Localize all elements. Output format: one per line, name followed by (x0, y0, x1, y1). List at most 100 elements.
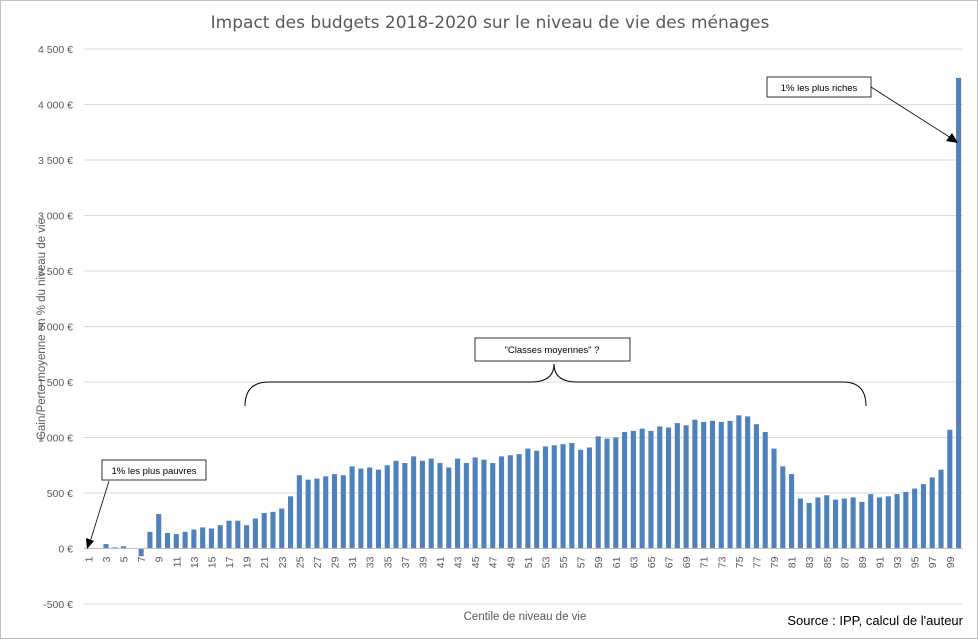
bar (622, 432, 627, 549)
bar (358, 469, 363, 549)
bar (842, 499, 847, 549)
bar (719, 422, 724, 549)
bar (648, 431, 653, 549)
x-tick-label: 11 (171, 556, 183, 567)
bar (244, 525, 249, 548)
x-tick-label: 87 (839, 556, 851, 568)
bar (332, 474, 337, 548)
annotation-richest-arrow (871, 87, 951, 138)
bar (938, 470, 943, 549)
x-tick-label: 15 (206, 556, 218, 568)
bar (754, 424, 759, 548)
x-tick-label: 61 (611, 556, 623, 568)
x-tick-label: 99 (945, 556, 957, 568)
x-tick-label: 47 (488, 556, 500, 568)
x-tick-label: 39 (417, 556, 429, 568)
x-tick-label: 17 (224, 556, 236, 568)
bar (446, 467, 451, 548)
bar (859, 502, 864, 549)
y-tick-label: 0 € (58, 544, 73, 556)
bar (947, 430, 952, 549)
bar (921, 484, 926, 548)
x-tick-label: 1 (83, 556, 95, 562)
x-tick-label: 93 (892, 556, 904, 568)
bar (191, 530, 196, 549)
bar (666, 428, 671, 549)
bar (139, 549, 144, 557)
bar (763, 432, 768, 549)
x-tick-label: 97 (927, 556, 939, 568)
bar (552, 445, 557, 548)
bar (226, 521, 231, 549)
x-tick-label: 13 (189, 556, 201, 568)
bar (464, 463, 469, 548)
bar (569, 443, 574, 548)
bar (297, 475, 302, 548)
x-tick-label: 3 (101, 556, 113, 562)
bar (183, 532, 188, 549)
bar (341, 475, 346, 548)
bar (209, 529, 214, 549)
x-tick-label: 41 (435, 556, 447, 568)
x-tick-label: 95 (910, 556, 922, 568)
x-tick-label: 53 (540, 556, 552, 568)
bar (147, 532, 152, 549)
x-tick-label: 43 (453, 556, 465, 568)
bar (525, 449, 530, 549)
x-tick-label: 71 (699, 556, 711, 568)
x-tick-label: 83 (804, 556, 816, 568)
bar (640, 429, 645, 549)
bar (473, 457, 478, 548)
bar (613, 438, 618, 549)
bar (675, 423, 680, 548)
bar (385, 465, 390, 548)
y-tick-label: -500 € (43, 599, 73, 611)
bar (780, 466, 785, 548)
annotation-poorest-arrowhead (86, 538, 94, 549)
bar (218, 525, 223, 548)
annotation-poorest-arrow (90, 481, 109, 542)
x-tick-label: 81 (787, 556, 799, 568)
bar (481, 460, 486, 549)
bar (745, 416, 750, 548)
bar (420, 461, 425, 549)
annotation-richest: 1% les plus riches (767, 77, 958, 143)
bar (604, 439, 609, 549)
bar (684, 425, 689, 548)
bar (868, 494, 873, 548)
x-tick-label: 55 (558, 556, 570, 568)
bar (657, 426, 662, 548)
bar (499, 456, 504, 548)
bar (543, 446, 548, 548)
x-tick-label: 77 (751, 556, 763, 568)
x-tick-label: 75 (734, 556, 746, 568)
x-tick-label: 31 (347, 556, 359, 568)
bar (631, 431, 636, 549)
bar (771, 449, 776, 549)
bar (103, 544, 108, 548)
x-tick-label: 35 (382, 556, 394, 568)
x-tick-label: 19 (242, 556, 254, 568)
bar (490, 463, 495, 548)
x-tick-label: 25 (294, 556, 306, 568)
bar (393, 461, 398, 549)
bar (279, 509, 284, 549)
bar (437, 463, 442, 548)
bar (561, 444, 566, 548)
x-tick-label: 21 (259, 556, 271, 568)
x-tick-label: 37 (400, 556, 412, 568)
x-tick-label: 65 (646, 556, 658, 568)
bar (930, 477, 935, 548)
bar (956, 78, 961, 549)
y-tick-label: 3 500 € (38, 155, 73, 167)
x-tick-label: 45 (470, 556, 482, 568)
bar (596, 436, 601, 548)
x-tick-label: 27 (312, 556, 324, 568)
x-tick-label: 23 (277, 556, 289, 568)
x-tick-label: 51 (523, 556, 535, 568)
annotation-middle-brace (245, 364, 866, 406)
x-tick-label: 79 (769, 556, 781, 568)
